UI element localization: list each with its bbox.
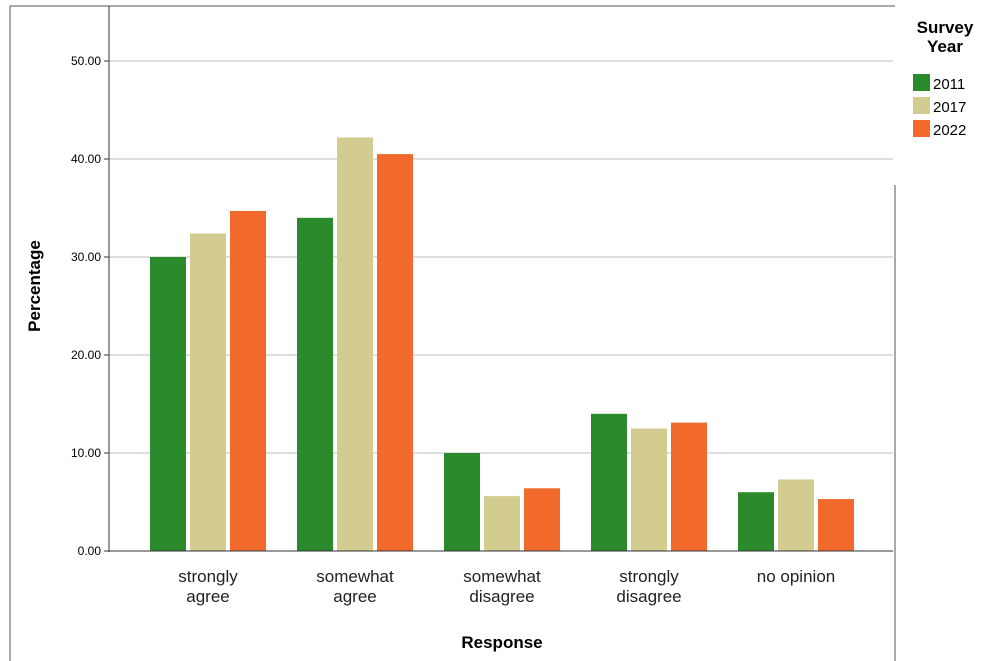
x-axis-title: Response (461, 633, 542, 652)
y-tick-label: 20.00 (71, 348, 101, 362)
bar-2022 (818, 499, 854, 551)
y-tick-label: 40.00 (71, 152, 101, 166)
bar-2017 (778, 479, 814, 551)
legend-label-2022: 2022 (933, 122, 966, 139)
bar-2011 (591, 413, 627, 551)
bar-2022 (230, 210, 266, 551)
legend-label-2011: 2011 (933, 76, 965, 93)
y-tick-label: 10.00 (71, 446, 101, 460)
legend-title: Year (927, 37, 963, 56)
legend-swatch-2017 (913, 97, 930, 114)
x-axis-categories: stronglyagreesomewhatagreesomewhatdisagr… (178, 567, 835, 606)
x-category-label: no opinion (757, 567, 835, 586)
y-tick-label: 0.00 (78, 544, 102, 558)
bar-2017 (631, 428, 667, 551)
x-category-label: somewhat (316, 567, 394, 586)
bar-2011 (738, 492, 774, 551)
x-category-label: agree (333, 587, 376, 606)
x-category-label: disagree (469, 587, 534, 606)
bar-2022 (377, 154, 413, 551)
legend-title: Survey (917, 18, 974, 37)
bar-2017 (337, 137, 373, 551)
bars (150, 137, 854, 552)
y-tick-label: 50.00 (71, 54, 101, 68)
legend-swatch-2022 (913, 120, 930, 137)
x-category-label: somewhat (463, 567, 541, 586)
bar-2011 (444, 453, 480, 551)
x-category-label: disagree (616, 587, 681, 606)
x-category-label: strongly (178, 567, 238, 586)
y-axis-ticks: 0.00 10.00 20.00 30.00 40.00 50.00 (71, 54, 109, 558)
y-axis-title: Percentage (25, 240, 44, 332)
gridlines (109, 60, 893, 454)
x-category-label: agree (186, 587, 229, 606)
y-tick-label: 30.00 (71, 250, 101, 264)
legend-label-2017: 2017 (933, 99, 966, 116)
bar-2011 (297, 217, 333, 552)
bar-2011 (150, 257, 186, 551)
bar-2017 (190, 233, 226, 552)
x-category-label: strongly (619, 567, 679, 586)
bar-2017 (484, 496, 520, 551)
bar-2022 (671, 422, 707, 551)
bar-2022 (524, 488, 560, 551)
legend-swatch-2011 (913, 74, 930, 91)
